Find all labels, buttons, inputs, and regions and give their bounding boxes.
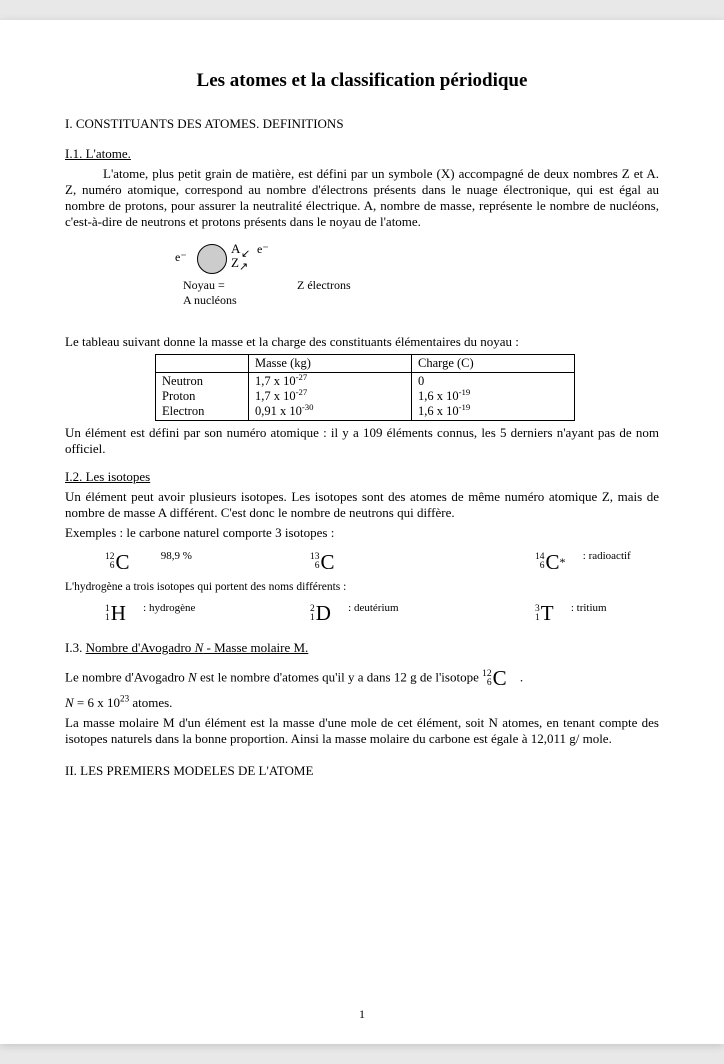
table-names-cell: Neutron Proton Electron (156, 373, 249, 421)
molar-mass-para: La masse molaire M d'un élément est la m… (65, 715, 659, 747)
avogadro-line2: N = 6 x 1023 atomes. (65, 695, 659, 711)
page: Les atomes et la classification périodiq… (0, 20, 724, 1044)
isotope-c12: 126C 98,9 % (105, 547, 310, 575)
isotope-c14: 146C* : radioactif (535, 547, 631, 575)
subsection-1-2-title: I.2. Les isotopes (65, 469, 659, 485)
section-2-header: II. LES PREMIERS MODELES DE L'ATOME (65, 763, 659, 779)
carbon-isotopes-row: 126C 98,9 % 136C 146C* : radioactif (105, 547, 659, 575)
subsection-1-1-title: I.1. L'atome. (65, 146, 659, 162)
hydrogen-isotopes-row: 11H : hydrogène 21D : deutérium 31T : tr… (105, 599, 659, 627)
arrow-a-icon: ↙ (241, 247, 250, 260)
electron-left-label: e⁻ (175, 250, 187, 265)
isotope-h2: 21D : deutérium (310, 599, 535, 627)
hydrogen-intro: L'hydrogène a trois isotopes qui portent… (65, 581, 659, 593)
table-charge-cell: 0 1,6 x 10-19 1,6 x 10-19 (412, 373, 575, 421)
nucleus-label: Noyau = A nucléons (183, 278, 237, 308)
avogadro-line1: Le nombre d'Avogadro N est le nombre d'a… (65, 666, 659, 691)
isotope-h3: 31T : tritium (535, 599, 607, 627)
table-header-charge: Charge (C) (412, 355, 575, 373)
isotope-examples-intro: Exemples : le carbone naturel comporte 3… (65, 525, 659, 541)
isotope-c13: 136C (310, 547, 535, 575)
table-header-blank (156, 355, 249, 373)
isotope-h1: 11H : hydrogène (105, 599, 310, 627)
section-1-header: I. CONSTITUANTS DES ATOMES. DEFINITIONS (65, 116, 659, 132)
atom-diagram: e⁻ A Z ↙ ↗ e⁻ Noyau = A nucléons Z élect… (175, 244, 659, 324)
table-row: Neutron Proton Electron 1,7 x 10-27 1,7 … (156, 373, 575, 421)
page-number: 1 (0, 1007, 724, 1022)
subsection-1-3-title: I.3. Nombre d'Avogadro N - Masse molaire… (65, 640, 659, 656)
z-electrons-label: Z électrons (297, 278, 351, 293)
page-title: Les atomes et la classification périodiq… (65, 70, 659, 92)
after-table-text: Un élément est défini par son numéro ato… (65, 425, 659, 457)
arrow-z-icon: ↗ (239, 260, 248, 273)
table-header-row: Masse (kg) Charge (C) (156, 355, 575, 373)
table-header-mass: Masse (kg) (249, 355, 412, 373)
subsection-1-2-body: Un élément peut avoir plusieurs isotopes… (65, 489, 659, 521)
subsection-1-1-body: L'atome, plus petit grain de matière, es… (65, 166, 659, 230)
nucleus-circle-icon (197, 244, 227, 274)
table-intro: Le tableau suivant donne la masse et la … (65, 334, 659, 350)
electron-right-label: e⁻ (257, 242, 269, 257)
constituents-table: Masse (kg) Charge (C) Neutron Proton Ele… (155, 354, 575, 421)
table-mass-cell: 1,7 x 10-27 1,7 x 10-27 0,91 x 10-30 (249, 373, 412, 421)
